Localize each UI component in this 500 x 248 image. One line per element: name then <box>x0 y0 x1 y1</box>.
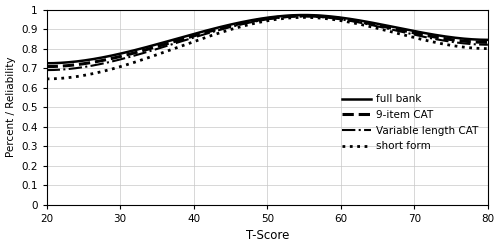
short form <box>44 77 50 80</box>
Variable length CAT <box>406 32 412 35</box>
short form <box>282 17 288 20</box>
Variable length CAT <box>475 43 481 46</box>
Legend: full bank, 9-item CAT, Variable length CAT, short form: full bank, 9-item CAT, Variable length C… <box>338 90 482 155</box>
short form <box>406 35 412 38</box>
Line: Variable length CAT: Variable length CAT <box>46 16 488 70</box>
9-item CAT <box>253 19 259 22</box>
Variable length CAT <box>44 69 50 72</box>
Variable length CAT <box>253 20 259 23</box>
Variable length CAT <box>282 16 288 19</box>
full bank <box>253 18 259 21</box>
short form <box>301 16 307 19</box>
full bank <box>282 14 288 17</box>
full bank <box>307 14 313 17</box>
9-item CAT <box>485 41 491 44</box>
9-item CAT <box>301 14 307 17</box>
full bank <box>44 62 50 65</box>
Line: full bank: full bank <box>46 15 488 63</box>
full bank <box>485 38 491 41</box>
Line: short form: short form <box>46 17 488 79</box>
short form <box>307 16 313 19</box>
Variable length CAT <box>256 19 262 22</box>
short form <box>253 22 259 25</box>
9-item CAT <box>406 31 412 33</box>
9-item CAT <box>44 65 50 68</box>
full bank <box>475 38 481 41</box>
short form <box>475 47 481 50</box>
short form <box>256 21 262 24</box>
Y-axis label: Percent / Reliability: Percent / Reliability <box>6 57 16 157</box>
Variable length CAT <box>307 15 313 18</box>
9-item CAT <box>256 18 262 21</box>
short form <box>485 47 491 50</box>
full bank <box>301 14 307 17</box>
full bank <box>256 17 262 20</box>
Line: 9-item CAT: 9-item CAT <box>46 16 488 66</box>
9-item CAT <box>282 15 288 18</box>
Variable length CAT <box>485 43 491 46</box>
9-item CAT <box>307 14 313 17</box>
Variable length CAT <box>301 15 307 18</box>
X-axis label: T-Score: T-Score <box>246 229 289 243</box>
9-item CAT <box>475 41 481 44</box>
full bank <box>406 29 412 31</box>
